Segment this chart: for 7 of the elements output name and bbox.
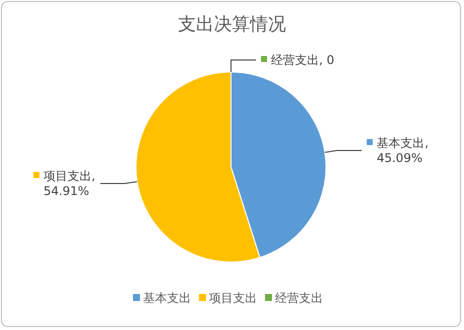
text: 经营支出, 0 <box>271 53 334 67</box>
legend-label: 项目支出 <box>209 291 257 305</box>
data-label: 基本支出, 45.09% <box>376 136 429 166</box>
legend-label: 基本支出 <box>143 291 191 305</box>
chart-title: 支出决算情况 <box>178 14 286 35</box>
legend-label: 经营支出 <box>275 291 323 305</box>
data-label: 项目支出, 54.91% <box>43 168 96 198</box>
